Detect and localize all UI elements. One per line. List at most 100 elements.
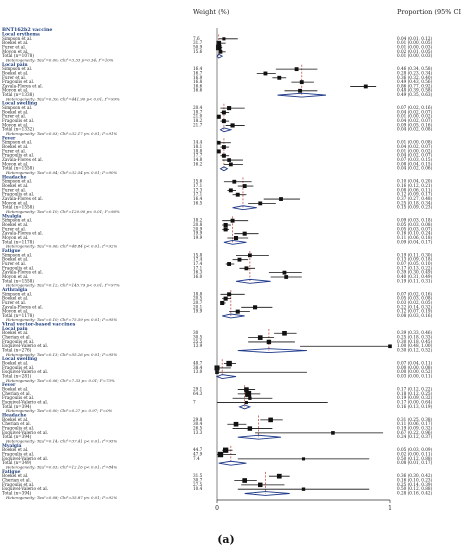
study-square <box>227 292 232 297</box>
ci-label: 0.07 (0.03, 0.15) <box>397 157 433 162</box>
weight-value: 38.4 <box>193 365 203 370</box>
ci-label: 0.07 (0.05, 0.10) <box>397 261 433 266</box>
ci-label: 0.08 (0.01, 0.17) <box>397 460 433 465</box>
total-label: Total (n=1178) <box>2 239 34 244</box>
weight-value: 20.8 <box>193 222 203 227</box>
subgroup-heading: Local swelling <box>2 357 37 362</box>
weight-value: 21.0 <box>193 114 203 119</box>
ci-label: 0.03 (0.00, 0.11) <box>397 374 433 379</box>
pooled-diamond <box>235 278 271 284</box>
group-heading: Viral vector-based vaccines <box>1 322 76 328</box>
study-square <box>245 390 252 397</box>
subgroup-heading: Arthralgia <box>1 288 28 293</box>
ci-label: 0.00 (0.00, 0.08) <box>397 365 433 370</box>
study-square <box>227 158 231 162</box>
study-label: Fragoulis et al. <box>2 339 34 344</box>
study-label: Moyon et al. <box>2 200 28 205</box>
study-square <box>257 335 263 340</box>
ci-label: 0.18 (0.12, 0.25) <box>397 391 433 396</box>
heterogeneity-label: Heterogeneity: Tau²=0.03; Chi²=32.17 p< … <box>5 131 117 136</box>
ci-label: 0.36 (0.32, 0.40) <box>397 75 433 80</box>
pooled-diamond <box>219 166 229 172</box>
study-square <box>216 40 222 46</box>
ci-label: 0.31 (0.25, 0.38) <box>397 417 433 422</box>
column-headers: Weight (%) Proportion (95% CI) <box>193 8 461 16</box>
study-square <box>221 153 226 158</box>
study-square <box>223 227 228 232</box>
ci-label: 0.04 (0.01, 0.12) <box>397 36 433 41</box>
study-square <box>220 300 225 306</box>
study-square <box>279 197 283 201</box>
subgroup-heading: Myalgia <box>2 444 22 449</box>
study-label: Furer et al. <box>2 187 26 192</box>
study-label: Zavala-Flores et al. <box>2 196 43 201</box>
weight-value: 14.8 <box>193 157 203 162</box>
weight-value: 17.1 <box>193 265 203 270</box>
heterogeneity-label: Heterogeneity: Tau²=0.06; Chi²=48.84 p< … <box>5 244 117 249</box>
weight-value: 16.8 <box>193 79 203 84</box>
study-square <box>221 119 226 124</box>
ci-label: 0.11 (0.06, 0.18) <box>397 235 433 240</box>
study-label: Boekel et al. <box>2 40 28 45</box>
study-square <box>258 201 263 206</box>
weight-value: 29.1 <box>193 387 203 392</box>
study-square <box>223 447 229 453</box>
study-label: Simpson et al. <box>2 66 32 71</box>
total-label: Total (n=276) <box>2 348 32 353</box>
weight-value: 48.7 <box>193 361 203 366</box>
weight-value: 20.9 <box>193 226 203 231</box>
subgroup-heading: Headache <box>2 414 27 419</box>
study-square <box>221 110 226 115</box>
ci-label: 0.25 (0.14, 0.39) <box>397 482 433 487</box>
study-label: Fragoulis et al. <box>2 118 34 123</box>
weight-value: 19.9 <box>193 231 203 236</box>
total-label: Total (n=1332) <box>2 127 34 132</box>
weight-value: 19.9 <box>193 309 203 314</box>
weight-value: 26.5 <box>193 426 203 431</box>
weight-value: 29.8 <box>193 417 203 422</box>
weight-value: 13.0 <box>193 369 203 374</box>
ci-label: 0.04 (0.02, 0.06) <box>397 166 433 171</box>
weight-value: 16.6 <box>193 83 203 88</box>
study-label: Cherian et al. <box>2 477 31 482</box>
ci-label: 0.50 (0.12, 0.88) <box>397 486 433 491</box>
study-square <box>244 266 249 271</box>
study-label: Simpson et al. <box>2 252 32 257</box>
weight-value: 30.5 <box>193 335 203 340</box>
study-label: Moyon et al. <box>2 274 28 279</box>
ci-label: 0.25 (0.18, 0.33) <box>397 335 433 340</box>
weight-value: 31.7 <box>193 40 203 45</box>
weight-value: 16.9 <box>193 75 203 80</box>
ci-label: 0.09 (0.05, 0.16) <box>397 122 433 127</box>
pooled-diamond <box>216 53 224 59</box>
pooled-diamond <box>215 374 237 379</box>
subgroup-heading: Local swelling <box>2 102 37 107</box>
heterogeneity-label: Heterogeneity: Tau²=0.03; Chi²=12.16 p< … <box>5 464 117 469</box>
heterogeneity-label: Heterogeneity: Tau²=0.04; Chi²=32.54 p< … <box>5 170 117 175</box>
weight-value: 16.7 <box>193 70 203 75</box>
weight-column-header: Weight (%) <box>193 8 230 16</box>
weight-value: 19.9 <box>193 235 203 240</box>
weight-value: 16.3 <box>193 270 203 275</box>
study-label: Cherian et al. <box>2 391 31 396</box>
study-label: Esquivel-Valerio et al. <box>2 369 48 374</box>
weight-value: 15.8 <box>193 252 203 257</box>
study-label: Boekel et al. <box>2 222 28 227</box>
ci-label: 0.00 (0.00, 0.52) <box>397 369 433 374</box>
study-label: Boekel et al. <box>2 417 28 422</box>
weight-value: 7.4 <box>193 456 200 461</box>
weight-value: 16.5 <box>193 200 203 205</box>
study-square <box>331 431 335 435</box>
weight-value: 13.9 <box>193 343 203 348</box>
study-label: Furer et al. <box>2 226 26 231</box>
study-label: Furer et al. <box>2 261 26 266</box>
study-label: Furer et al. <box>2 114 26 119</box>
study-label: Esquivel-Valerio et al. <box>2 343 48 348</box>
pooled-diamond <box>232 205 257 211</box>
study-square <box>226 360 232 367</box>
ci-label: 0.01 (0.00, 0.08) <box>397 140 433 145</box>
weight-value: 30 <box>193 330 199 335</box>
weight-value: 14.4 <box>193 140 203 145</box>
group-heading: BNT162b2 vaccine <box>2 27 52 33</box>
study-label: Fragoulis et al. <box>2 365 34 370</box>
